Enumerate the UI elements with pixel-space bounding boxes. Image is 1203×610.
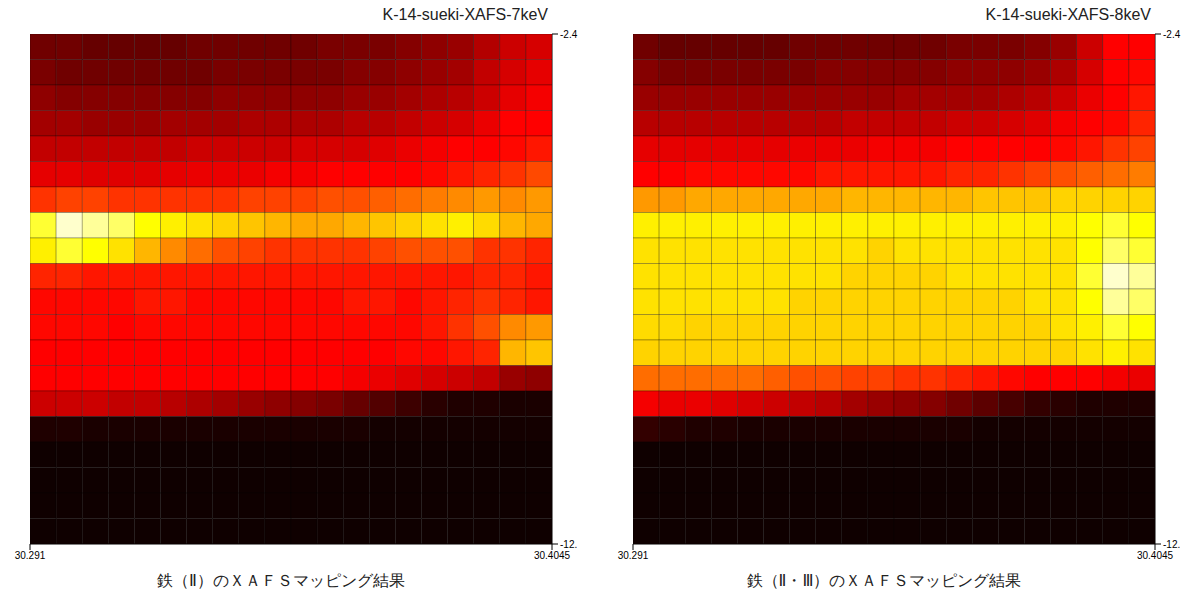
svg-text:30.4045: 30.4045 [1137,550,1174,561]
svg-text:-2.4: -2.4 [1163,29,1181,40]
svg-text:30.291: 30.291 [15,550,46,561]
html-text:K-14-sueki-XAFS-8keV: K-14-sueki-XAFS-8keV [985,6,1151,23]
svg-text:-2.4: -2.4 [560,29,578,40]
html-text:鉄（Ⅱ・Ⅲ）のＸＡＦＳマッピング結果: 鉄（Ⅱ・Ⅲ）のＸＡＦＳマッピング結果 [746,572,1022,589]
html-text:K-14-sueki-XAFS-7keV: K-14-sueki-XAFS-7keV [382,6,548,23]
svg-text:30.291: 30.291 [618,550,649,561]
html-text:鉄（Ⅱ）のＸＡＦＳマッピング結果: 鉄（Ⅱ）のＸＡＦＳマッピング結果 [157,572,405,589]
svg-text:30.4045: 30.4045 [534,550,571,561]
svg-text:-12.: -12. [1163,539,1180,550]
svg-text:-12.: -12. [560,539,577,550]
